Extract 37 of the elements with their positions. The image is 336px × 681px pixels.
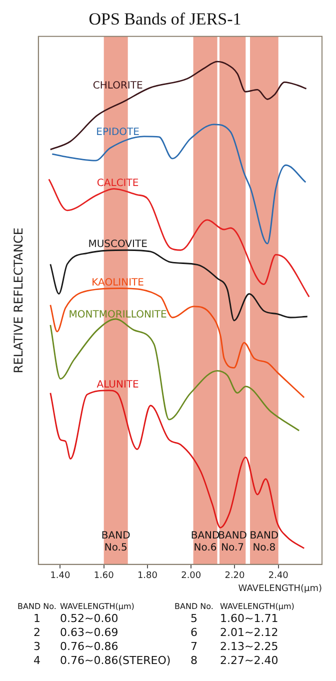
series-label: MUSCOVITE	[88, 239, 148, 250]
text: 1	[32, 612, 42, 625]
chart-title: OPS Bands of JERS-1	[88, 10, 242, 29]
x-tick-label: 2.00	[181, 571, 202, 582]
text: 1.60~1.71	[220, 612, 280, 625]
band-label: BAND No.7	[218, 530, 248, 554]
text: 8	[190, 654, 198, 667]
series-label: KAOLINITE	[92, 277, 144, 288]
x-axis-title: WAVELENGTH(μm)	[238, 584, 322, 594]
x-tick-label: 2.20	[224, 571, 246, 582]
series-label: CHLORITE	[92, 80, 143, 92]
x-tick-label: 1.60	[94, 571, 114, 582]
x-tick-label: 1.80	[137, 571, 158, 582]
text: WAVELENGTH(μm)	[60, 602, 136, 611]
band-label: BAND No.8	[250, 530, 279, 554]
text: 5	[190, 612, 198, 625]
text: 0.52~0.60	[60, 612, 120, 625]
text: BAND No.	[16, 602, 58, 611]
x-tick-label: 2.40	[268, 571, 289, 582]
series-label: MONTMORILLONITE	[68, 309, 167, 320]
text: 7	[190, 640, 198, 653]
text: 2	[32, 626, 42, 639]
text: 6	[190, 626, 198, 639]
band-label: BAND No.6	[190, 530, 220, 554]
text: 0.76~0.86	[60, 640, 120, 653]
text: BAND No.	[174, 602, 214, 611]
text: 0.63~0.69	[60, 626, 120, 639]
y-axis-title: RELATIVE REFLECTANCE	[11, 228, 26, 374]
band-label: BAND No.5	[101, 530, 131, 554]
text: 4	[32, 654, 42, 667]
text: 3	[32, 640, 42, 653]
text: WAVELENGTH(μm)	[220, 602, 296, 611]
x-tick-label: 1.40	[50, 571, 71, 582]
text: 2.01~2.12	[220, 626, 280, 639]
text: 0.76~0.86(STEREO)	[60, 654, 171, 667]
text: 2.27~2.40	[220, 654, 280, 667]
text: 2.13~2.25	[220, 640, 280, 653]
